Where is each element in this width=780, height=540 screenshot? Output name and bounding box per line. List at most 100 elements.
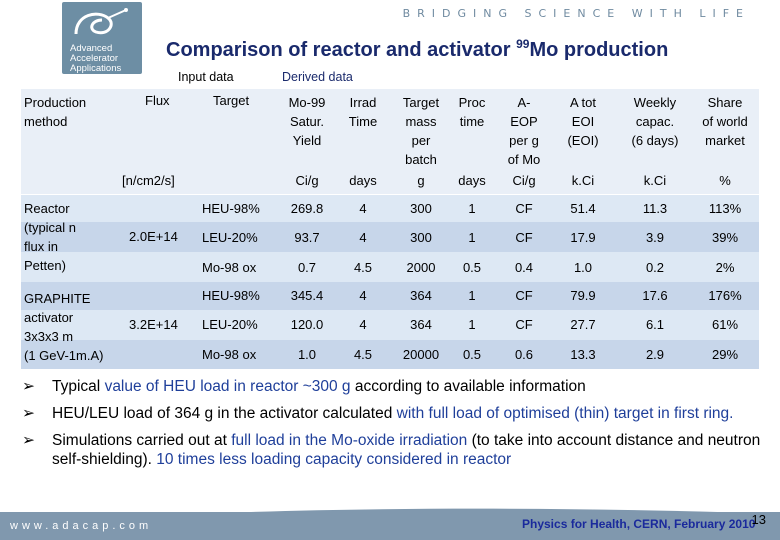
- title-superscript: 99: [516, 37, 530, 51]
- header-a-tot: A tot EOI (EOI): [558, 93, 608, 150]
- cell-proc: 1: [468, 201, 476, 216]
- bullet-text-highlight: value of HEU load in reactor ~300 g: [104, 378, 355, 395]
- unit-irrad: days: [349, 173, 377, 188]
- cell-aeop: CF: [515, 201, 533, 216]
- bullet-item: ➢ Typical value of HEU load in reactor ~…: [22, 377, 767, 396]
- method-line: (1 GeV-1m.A): [24, 348, 104, 363]
- arrow-bullet-icon: ➢: [22, 405, 35, 422]
- cell-tmass: 300: [410, 230, 432, 245]
- cell-target: HEU-98%: [202, 288, 260, 303]
- bullet-text: Simulations carried out at: [52, 432, 232, 449]
- unit-atot: k.Ci: [571, 173, 595, 188]
- method-line: 3x3x3 m: [24, 329, 74, 344]
- cell-target: LEU-20%: [202, 317, 258, 332]
- cell-proc: 1: [468, 230, 476, 245]
- cell-irrad: 4: [359, 288, 367, 303]
- logo-box: Advanced Accelerator Applications: [62, 2, 142, 74]
- cell-target: Mo-98 ox: [202, 260, 257, 275]
- cell-mo99: 0.7: [297, 260, 317, 275]
- cell-atot: 17.9: [570, 230, 596, 245]
- cell-tmass: 364: [410, 317, 432, 332]
- cell-proc: 1: [468, 317, 476, 332]
- cell-irrad: 4: [359, 201, 367, 216]
- table-divider: [20, 194, 760, 195]
- slide-title: Comparison of reactor and activator 99Mo…: [166, 37, 668, 62]
- cell-share: 2%: [715, 260, 735, 275]
- cell-weekly: 17.6: [642, 288, 668, 303]
- row-background: [20, 252, 760, 282]
- unit-mo99: Ci/g: [295, 173, 319, 188]
- header-background: [20, 88, 760, 194]
- header-line: A-: [517, 95, 531, 110]
- cell-share: 39%: [711, 230, 739, 245]
- cell-atot: 1.0: [573, 260, 593, 275]
- row-background: [20, 310, 760, 340]
- cell-aeop: 0.6: [514, 347, 534, 362]
- cell-tmass: 20000: [402, 347, 440, 362]
- header-line: time: [459, 114, 485, 129]
- header-irrad-time: Irrad Time: [340, 93, 386, 131]
- header-target-mass: Target mass per batch: [393, 93, 449, 169]
- bullet-item: ➢ Simulations carried out at full load i…: [22, 431, 767, 469]
- cell-mo99: 345.4: [290, 288, 324, 303]
- header-target: Target: [213, 93, 250, 108]
- method-line: Petten): [24, 258, 66, 273]
- cell-mo99: 120.0: [290, 317, 324, 332]
- cell-aeop: CF: [515, 230, 533, 245]
- header-line: Irrad: [349, 95, 377, 110]
- cell-atot: 51.4: [570, 201, 596, 216]
- cell-mo99: 1.0: [297, 347, 317, 362]
- unit-share: %: [719, 173, 731, 188]
- bullet-list: ➢ Typical value of HEU load in reactor ~…: [22, 377, 767, 477]
- method-reactor: Reactor (typical n flux in Petten): [24, 199, 76, 275]
- cell-atot: 27.7: [570, 317, 596, 332]
- header-mo99-yield: Mo-99 Satur. Yield: [280, 93, 334, 150]
- cell-weekly: 2.9: [645, 347, 665, 362]
- method-line: Reactor: [24, 201, 70, 216]
- cell-irrad: 4.5: [353, 260, 373, 275]
- unit-proc: days: [458, 173, 486, 188]
- website-link[interactable]: www.adacap.com: [10, 520, 153, 532]
- input-data-label: Input data: [178, 70, 234, 84]
- unit-flux: [n/cm2/s]: [122, 173, 175, 188]
- row-background: [20, 282, 760, 310]
- footer-event: Physics for Health, CERN, February 2010: [522, 517, 756, 531]
- cell-atot: 79.9: [570, 288, 596, 303]
- header-market-share: Share of world market: [692, 93, 758, 150]
- row-background: [20, 222, 760, 252]
- cell-aeop: CF: [515, 288, 533, 303]
- cell-weekly: 0.2: [645, 260, 665, 275]
- flux-reactor: 2.0E+14: [129, 229, 178, 244]
- cell-target: Mo-98 ox: [202, 347, 257, 362]
- header-line: Satur.: [290, 114, 324, 129]
- cell-proc: 0.5: [462, 260, 482, 275]
- logo-text: Advanced Accelerator Applications: [70, 44, 121, 74]
- header-line: per g: [509, 133, 539, 148]
- cell-mo99: 93.7: [294, 230, 320, 245]
- flux-activator: 3.2E+14: [129, 317, 178, 332]
- header-line: EOP: [510, 114, 538, 129]
- header-line: Weekly: [633, 95, 677, 110]
- title-end: Mo production: [529, 39, 669, 61]
- header-line: Time: [348, 114, 378, 129]
- cell-weekly: 11.3: [642, 201, 668, 216]
- header-line: batch: [405, 152, 437, 167]
- cell-irrad: 4.5: [353, 347, 373, 362]
- cell-target: LEU-20%: [202, 230, 258, 245]
- header-line: capac.: [635, 114, 675, 129]
- header-line: A tot: [569, 95, 597, 110]
- header-line: (6 days): [631, 133, 679, 148]
- header-flux: Flux: [145, 93, 170, 108]
- cell-proc: 0.5: [462, 347, 482, 362]
- header-line: Share: [707, 95, 743, 110]
- cell-aeop: CF: [515, 317, 533, 332]
- unit-aeop: Ci/g: [512, 173, 536, 188]
- header-line: of world: [702, 114, 748, 129]
- cell-share: 29%: [711, 347, 739, 362]
- logo-swirl-icon: [74, 8, 128, 35]
- header-line: market: [705, 133, 745, 148]
- cell-weekly: 6.1: [645, 317, 665, 332]
- unit-tmass: g: [417, 173, 425, 188]
- header-line: mass: [405, 114, 437, 129]
- bullet-text: Typical: [52, 378, 105, 395]
